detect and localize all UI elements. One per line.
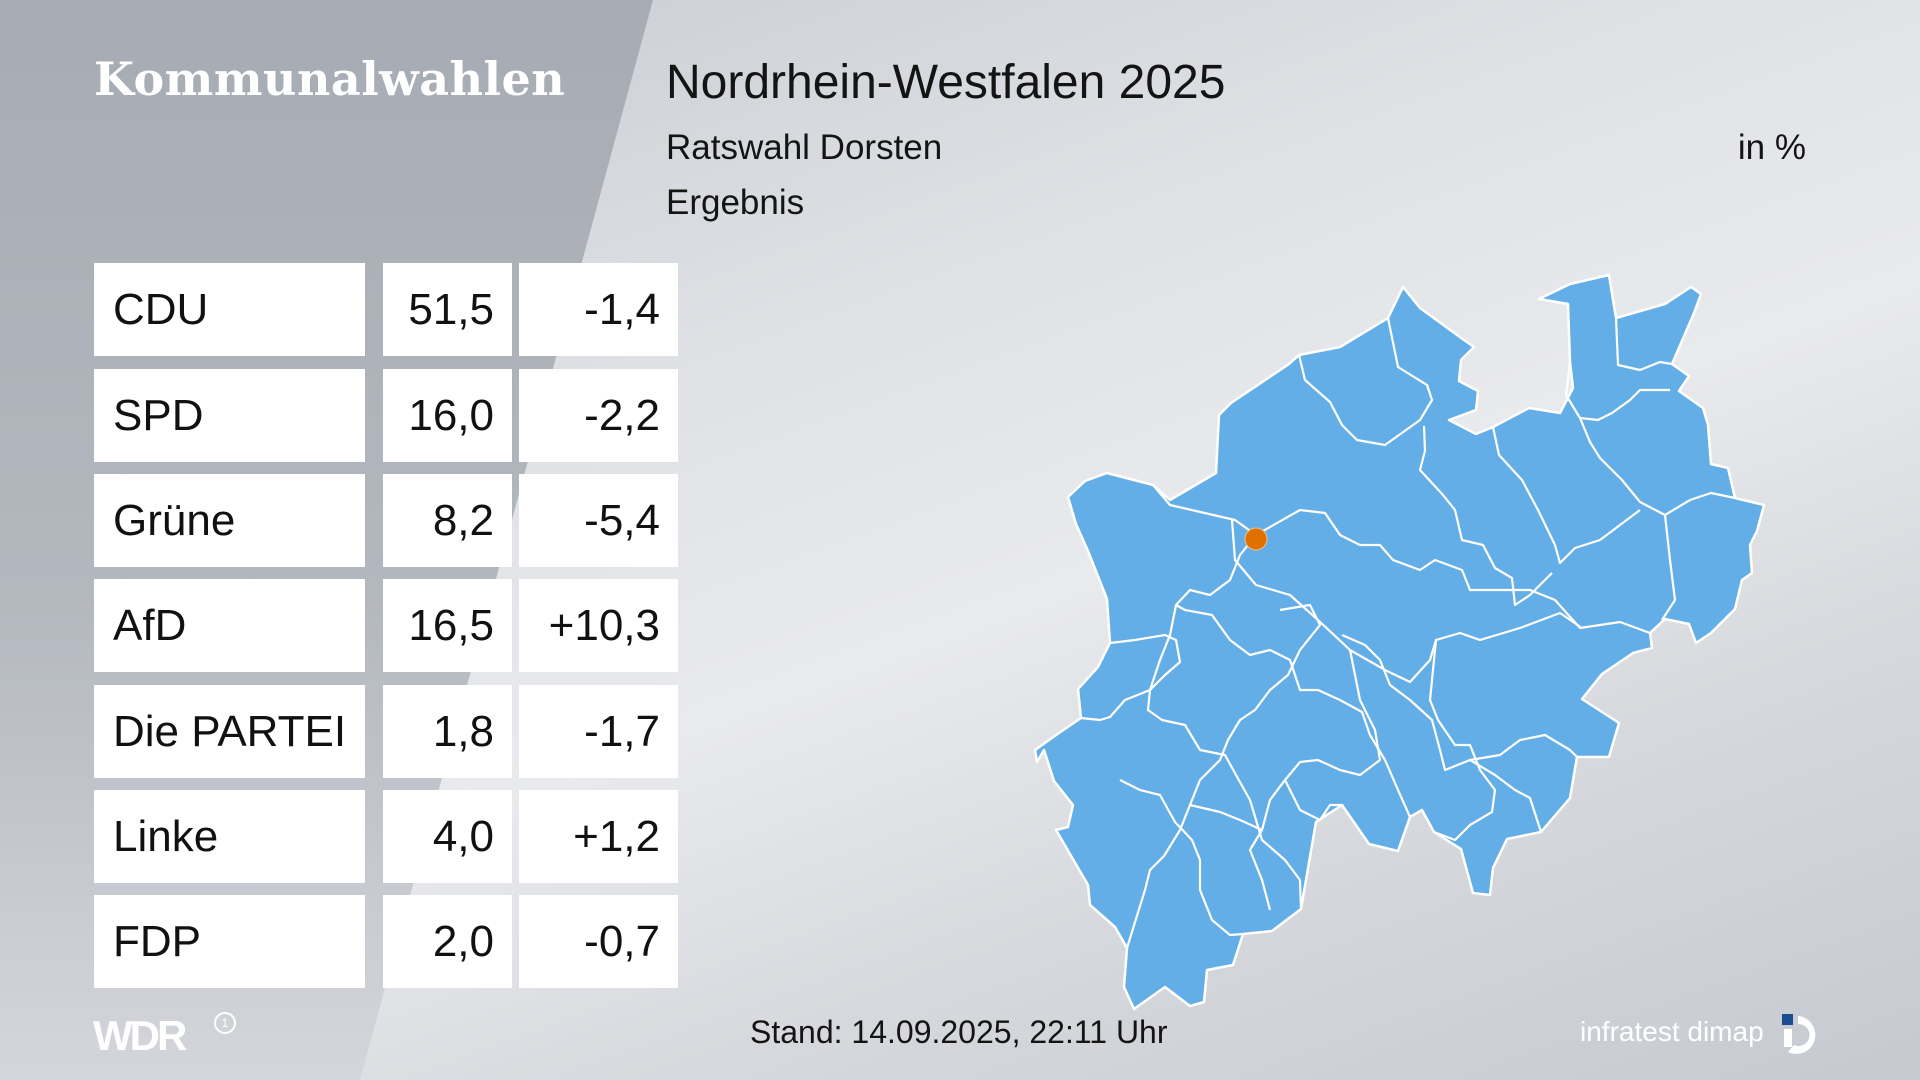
party-diff: +1,2: [519, 790, 678, 883]
party-diff: +10,3: [519, 579, 678, 672]
table-row: Grüne 8,2 -5,4: [94, 474, 678, 567]
party-name: FDP: [94, 895, 365, 988]
kicker-label: Kommunalwahlen: [94, 52, 566, 106]
party-diff: -0,7: [519, 895, 678, 988]
party-name: Grüne: [94, 474, 365, 567]
infratest-dimap-logo-icon: [1782, 1014, 1816, 1054]
source-label: infratest dimap: [1580, 1016, 1764, 1047]
district-borders: [1080, 317, 1736, 949]
table-row: SPD 16,0 -2,2: [94, 369, 678, 462]
table-row: CDU 51,5 -1,4: [94, 263, 678, 356]
table-row: FDP 2,0 -0,7: [94, 895, 678, 988]
party-name: Die PARTEI: [94, 685, 365, 778]
table-row: AfD 16,5 +10,3: [94, 579, 678, 672]
wdr-logo: WDR: [93, 1012, 187, 1059]
result-label: Ergebnis: [666, 183, 805, 222]
party-value: 51,5: [383, 263, 512, 356]
table-row: Linke 4,0 +1,2: [94, 790, 678, 883]
party-name: CDU: [94, 263, 365, 356]
table-row: Die PARTEI 1,8 -1,7: [94, 685, 678, 778]
party-value: 4,0: [383, 790, 512, 883]
party-name: Linke: [94, 790, 365, 883]
party-value: 8,2: [383, 474, 512, 567]
subtitle: Ratswahl Dorsten: [666, 128, 943, 167]
party-name: SPD: [94, 369, 365, 462]
timestamp: Stand: 14.09.2025, 22:11 Uhr: [750, 1014, 1168, 1050]
party-diff: -1,4: [519, 263, 678, 356]
party-value: 2,0: [383, 895, 512, 988]
party-diff: -1,7: [519, 685, 678, 778]
party-value: 16,5: [383, 579, 512, 672]
party-diff: -2,2: [519, 369, 678, 462]
page-title: Nordrhein-Westfalen 2025: [666, 56, 1226, 109]
dorsten-marker-icon: [1244, 527, 1268, 551]
party-value: 16,0: [383, 369, 512, 462]
unit-label: in %: [1737, 128, 1806, 167]
party-value: 1,8: [383, 685, 512, 778]
party-name: AfD: [94, 579, 365, 672]
ard-one-icon: 1: [214, 1012, 236, 1034]
party-diff: -5,4: [519, 474, 678, 567]
